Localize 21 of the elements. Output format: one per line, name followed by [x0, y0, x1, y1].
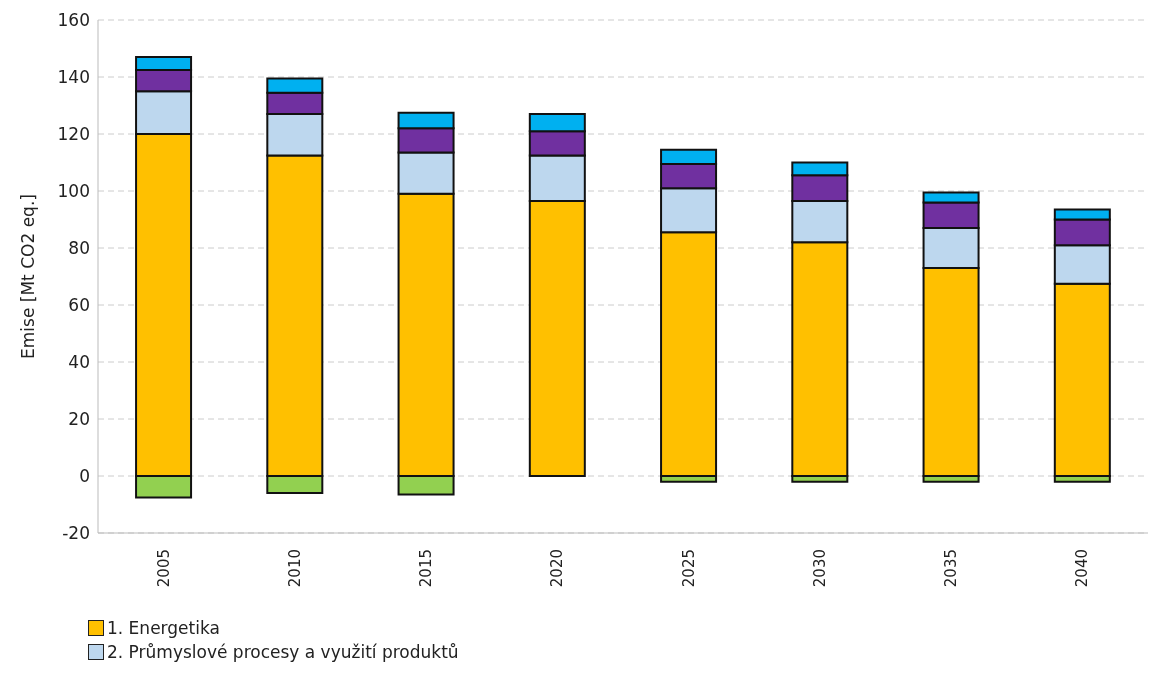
y-tick-label: 140 [57, 67, 90, 88]
y-tick-label: 120 [57, 124, 90, 145]
legend-label: 2. Průmyslové procesy a využití produktů [107, 642, 459, 662]
y-tick-label: 160 [57, 10, 90, 31]
y-tick-label: 0 [79, 466, 90, 487]
x-tick-label: 2015 [417, 549, 436, 588]
y-tick-label: 60 [68, 295, 90, 316]
y-tick-label: 40 [68, 352, 90, 373]
y-tick-label: -20 [62, 523, 90, 544]
x-tick-label: 2020 [548, 549, 567, 588]
y-axis-title: Emise [Mt CO2 eq.] [18, 194, 39, 359]
y-tick-label: 100 [57, 181, 90, 202]
y-tick-label: 80 [68, 238, 90, 259]
x-tick-label: 2035 [942, 549, 961, 588]
x-tick-label: 2005 [154, 549, 173, 588]
x-tick-label: 2040 [1073, 549, 1092, 588]
x-tick-label: 2010 [285, 549, 304, 588]
legend-label: 1. Energetika [107, 618, 220, 638]
x-tick-label: 2025 [679, 549, 698, 588]
y-tick-label: 20 [68, 409, 90, 430]
x-tick-label: 2030 [810, 549, 829, 588]
